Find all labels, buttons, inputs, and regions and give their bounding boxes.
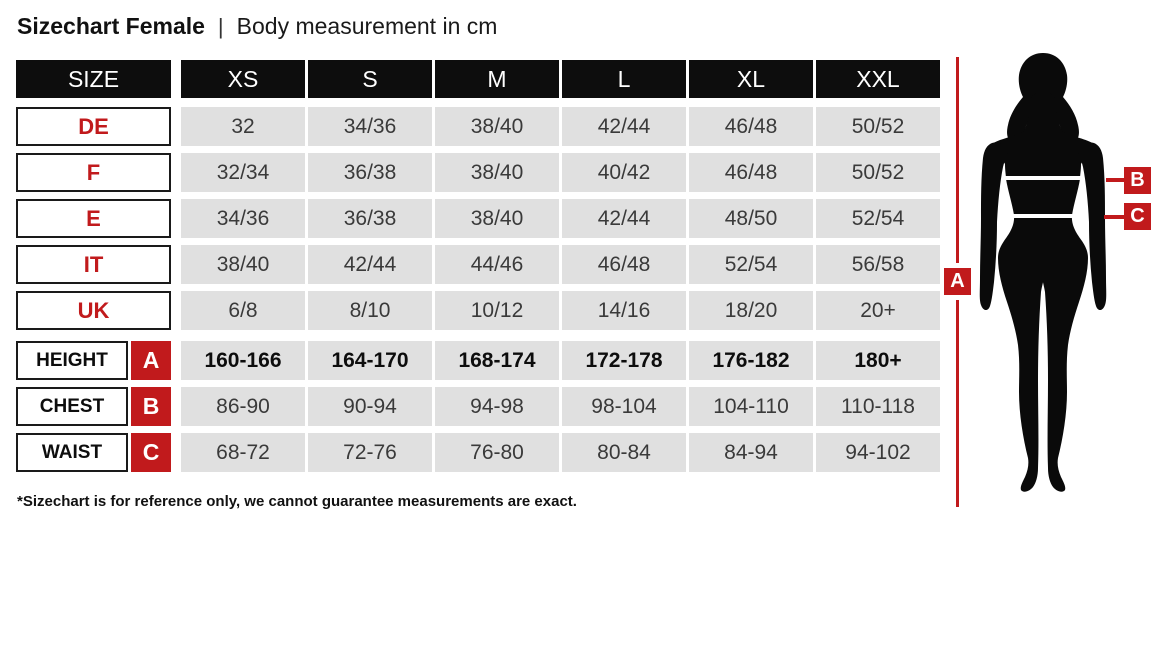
cell-de-s: 34/36 — [308, 107, 432, 146]
cell-chest-l: 98-104 — [562, 387, 686, 426]
table-row-f: F 32/34 36/38 38/40 40/42 46/48 50/52 — [16, 153, 940, 192]
header-size: SIZE — [16, 60, 171, 98]
waist-line — [1011, 214, 1075, 218]
title-separator: | — [217, 14, 224, 39]
table-row-it: IT 38/40 42/44 44/46 46/48 52/54 56/58 — [16, 245, 940, 284]
cell-chest-xxl: 110-118 — [816, 387, 940, 426]
header-l: L — [562, 60, 686, 98]
cell-waist-xxl: 94-102 — [816, 433, 940, 472]
row-label-chest: CHEST — [16, 387, 128, 426]
table-row-e: E 34/36 36/38 38/40 42/44 48/50 52/54 — [16, 199, 940, 238]
cell-chest-xl: 104-110 — [689, 387, 813, 426]
cell-it-m: 44/46 — [435, 245, 559, 284]
cell-de-xs: 32 — [181, 107, 305, 146]
title-main: Sizechart Female — [17, 13, 205, 39]
cell-uk-xl: 18/20 — [689, 291, 813, 330]
cell-height-xs: 160-166 — [181, 341, 305, 380]
figure-badge-c: C — [1124, 203, 1151, 230]
cell-f-s: 36/38 — [308, 153, 432, 192]
cell-height-m: 168-174 — [435, 341, 559, 380]
cell-height-xxl: 180+ — [816, 341, 940, 380]
cell-waist-xl: 84-94 — [689, 433, 813, 472]
badge-a: A — [131, 341, 171, 380]
cell-uk-l: 14/16 — [562, 291, 686, 330]
cell-de-xl: 46/48 — [689, 107, 813, 146]
header-s: S — [308, 60, 432, 98]
cell-uk-s: 8/10 — [308, 291, 432, 330]
table-row-de: DE 32 34/36 38/40 42/44 46/48 50/52 — [16, 107, 940, 146]
row-label-waist: WAIST — [16, 433, 128, 472]
row-label-uk: UK — [16, 291, 171, 330]
waist-label-group: WAIST C — [16, 433, 171, 472]
header-xxl: XXL — [816, 60, 940, 98]
header-xl: XL — [689, 60, 813, 98]
cell-chest-s: 90-94 — [308, 387, 432, 426]
chest-label-group: CHEST B — [16, 387, 171, 426]
cell-f-xs: 32/34 — [181, 153, 305, 192]
size-table: SIZE XS S M L XL XXL DE 32 34/36 38/40 4… — [16, 60, 940, 479]
cell-f-m: 38/40 — [435, 153, 559, 192]
row-label-height: HEIGHT — [16, 341, 128, 380]
chest-marker-line — [1106, 178, 1125, 182]
table-row-chest: CHEST B 86-90 90-94 94-98 98-104 104-110… — [16, 387, 940, 426]
footnote: *Sizechart is for reference only, we can… — [17, 493, 577, 510]
cell-e-xs: 34/36 — [181, 199, 305, 238]
female-silhouette — [979, 53, 1107, 492]
cell-it-s: 42/44 — [308, 245, 432, 284]
cell-chest-xs: 86-90 — [181, 387, 305, 426]
cell-it-xs: 38/40 — [181, 245, 305, 284]
cell-uk-m: 10/12 — [435, 291, 559, 330]
cell-it-xl: 52/54 — [689, 245, 813, 284]
waist-marker-line — [1104, 215, 1125, 219]
cell-de-m: 38/40 — [435, 107, 559, 146]
cell-e-m: 38/40 — [435, 199, 559, 238]
cell-f-l: 40/42 — [562, 153, 686, 192]
cell-it-l: 46/48 — [562, 245, 686, 284]
cell-waist-m: 76-80 — [435, 433, 559, 472]
cell-e-xl: 48/50 — [689, 199, 813, 238]
cell-height-l: 172-178 — [562, 341, 686, 380]
title-subtitle: Body measurement in cm — [236, 13, 498, 39]
cell-f-xxl: 50/52 — [816, 153, 940, 192]
badge-c: C — [131, 433, 171, 472]
cell-height-s: 164-170 — [308, 341, 432, 380]
figure-badge-b: B — [1124, 167, 1151, 194]
cell-waist-xs: 68-72 — [181, 433, 305, 472]
height-label-group: HEIGHT A — [16, 341, 171, 380]
table-row-height: HEIGHT A 160-166 164-170 168-174 172-178… — [16, 341, 940, 380]
table-row-waist: WAIST C 68-72 72-76 76-80 80-84 84-94 94… — [16, 433, 940, 472]
chest-line — [1004, 176, 1082, 180]
row-label-e: E — [16, 199, 171, 238]
cell-chest-m: 94-98 — [435, 387, 559, 426]
cell-waist-s: 72-76 — [308, 433, 432, 472]
row-label-it: IT — [16, 245, 171, 284]
header-m: M — [435, 60, 559, 98]
row-label-de: DE — [16, 107, 171, 146]
badge-b: B — [131, 387, 171, 426]
cell-waist-l: 80-84 — [562, 433, 686, 472]
cell-uk-xxl: 20+ — [816, 291, 940, 330]
table-row-uk: UK 6/8 8/10 10/12 14/16 18/20 20+ — [16, 291, 940, 330]
table-header-row: SIZE XS S M L XL XXL — [16, 60, 940, 98]
page-title: Sizechart Female | Body measurement in c… — [17, 13, 497, 40]
cell-e-xxl: 52/54 — [816, 199, 940, 238]
figure-badge-a: A — [944, 268, 971, 295]
row-label-f: F — [16, 153, 171, 192]
cell-it-xxl: 56/58 — [816, 245, 940, 284]
cell-f-xl: 46/48 — [689, 153, 813, 192]
cell-de-l: 42/44 — [562, 107, 686, 146]
cell-uk-xs: 6/8 — [181, 291, 305, 330]
cell-e-s: 36/38 — [308, 199, 432, 238]
cell-height-xl: 176-182 — [689, 341, 813, 380]
header-xs: XS — [181, 60, 305, 98]
cell-e-l: 42/44 — [562, 199, 686, 238]
cell-de-xxl: 50/52 — [816, 107, 940, 146]
